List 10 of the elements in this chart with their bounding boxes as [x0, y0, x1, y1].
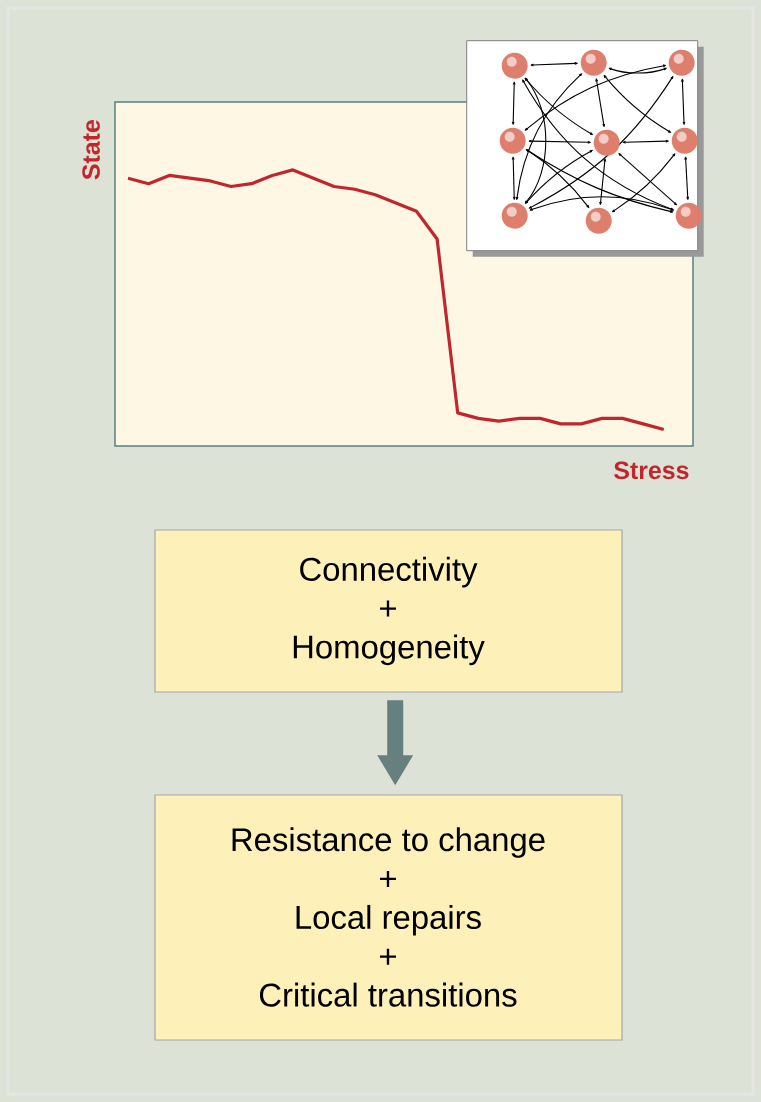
text: +: [380, 870, 396, 887]
text: +: [380, 600, 396, 617]
text: Resistance to change: [232, 827, 545, 858]
x-axis-title: Stress: [614, 461, 689, 480]
y-axis-title: State: [82, 120, 100, 180]
text: Local repairs: [296, 904, 481, 936]
text: +: [380, 948, 396, 965]
text: Connectivity: [300, 556, 478, 588]
text: Critical transitions: [259, 982, 517, 1007]
text: Homogeneity: [293, 634, 485, 666]
